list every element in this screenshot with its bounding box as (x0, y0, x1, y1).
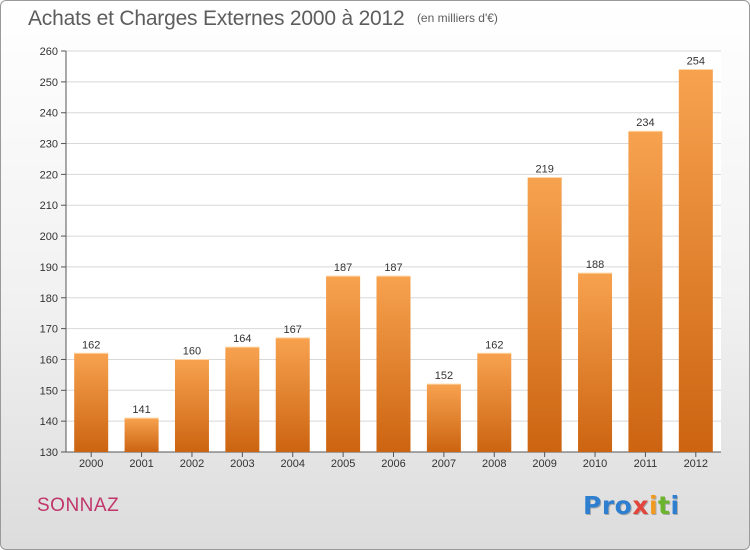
chart-title: Achats et Charges Externes 2000 à 2012 (28, 7, 405, 30)
y-tick-label: 130 (40, 447, 58, 459)
x-tick-label: 2006 (381, 458, 405, 470)
commune-name: SONNAZ (37, 495, 120, 516)
y-tick-label: 260 (40, 46, 58, 58)
x-tick-label: 2007 (432, 458, 456, 470)
value-label: 164 (233, 333, 251, 345)
x-tick-label: 2005 (331, 458, 355, 470)
bar (578, 273, 613, 452)
x-tick-label: 2010 (583, 458, 607, 470)
bar (527, 177, 562, 452)
bar (326, 276, 361, 452)
logo-part-2: x (632, 491, 649, 520)
proxiti-logo: Proxiti (583, 491, 680, 520)
y-tick-label: 160 (40, 354, 58, 366)
x-tick-label: 2004 (280, 458, 304, 470)
y-tick-label: 210 (40, 200, 58, 212)
y-tick-label: 220 (40, 169, 58, 181)
value-label: 187 (334, 262, 352, 274)
value-label: 219 (535, 163, 553, 175)
bar (225, 347, 260, 452)
x-tick-label: 2008 (482, 458, 506, 470)
value-label: 254 (687, 56, 705, 68)
logo-part-1: Pro (583, 491, 633, 520)
y-tick-label: 170 (40, 324, 58, 336)
y-tick-label: 190 (40, 262, 58, 274)
bar (426, 384, 461, 452)
y-tick-label: 180 (40, 293, 58, 305)
bar (678, 69, 713, 452)
bar (174, 359, 209, 452)
x-tick-label: 2009 (532, 458, 556, 470)
value-label: 234 (636, 117, 654, 129)
bar (628, 131, 663, 452)
x-tick-label: 2000 (79, 458, 103, 470)
x-tick-label: 2002 (180, 458, 204, 470)
logo-part-5: i (670, 491, 680, 520)
chart-title-row: Achats et Charges Externes 2000 à 2012 (… (28, 7, 498, 31)
logo-part-4: t (658, 491, 671, 520)
y-tick-label: 200 (40, 231, 58, 243)
bar (376, 276, 411, 452)
y-tick-label: 240 (40, 108, 58, 120)
y-tick-label: 250 (40, 77, 58, 89)
bar (74, 353, 109, 452)
value-label: 167 (284, 324, 302, 336)
x-tick-label: 2001 (129, 458, 153, 470)
value-label: 141 (132, 404, 150, 416)
y-tick-label: 140 (40, 416, 58, 428)
chart-subtitle: (en milliers d'€) (416, 11, 498, 25)
bar (275, 337, 310, 452)
x-tick-label: 2003 (230, 458, 254, 470)
value-label: 160 (183, 345, 201, 357)
bar (477, 353, 512, 452)
logo-part-3: i (648, 491, 659, 520)
y-tick-label: 230 (40, 139, 58, 151)
x-tick-label: 2012 (684, 458, 708, 470)
y-tick-label: 150 (40, 385, 58, 397)
x-tick-label: 2011 (634, 458, 658, 470)
value-label: 152 (435, 370, 453, 382)
value-label: 162 (485, 339, 503, 351)
value-label: 187 (384, 262, 402, 274)
value-label: 162 (82, 339, 100, 351)
value-label: 188 (586, 259, 604, 271)
bar (124, 418, 159, 452)
